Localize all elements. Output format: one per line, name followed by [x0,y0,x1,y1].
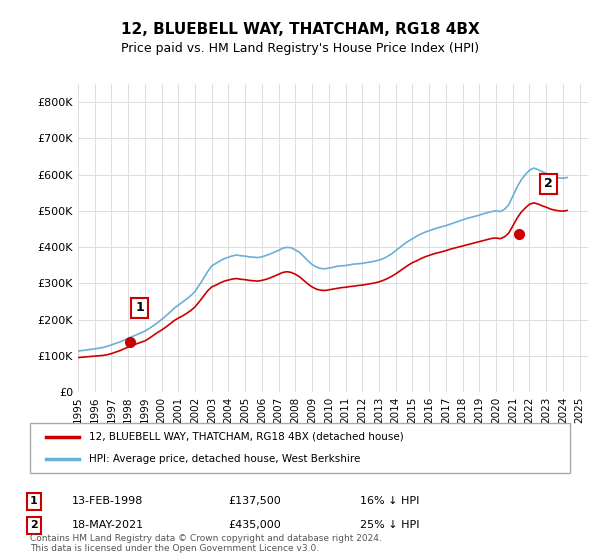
Text: 18-MAY-2021: 18-MAY-2021 [72,520,144,530]
Text: 16% ↓ HPI: 16% ↓ HPI [360,496,419,506]
FancyBboxPatch shape [30,423,570,473]
Text: 1: 1 [135,301,144,314]
Text: 2: 2 [30,520,38,530]
Text: 13-FEB-1998: 13-FEB-1998 [72,496,143,506]
Text: 12, BLUEBELL WAY, THATCHAM, RG18 4BX (detached house): 12, BLUEBELL WAY, THATCHAM, RG18 4BX (de… [89,432,404,442]
Text: 1: 1 [30,496,38,506]
Text: Contains HM Land Registry data © Crown copyright and database right 2024.
This d: Contains HM Land Registry data © Crown c… [30,534,382,553]
Text: HPI: Average price, detached house, West Berkshire: HPI: Average price, detached house, West… [89,454,361,464]
Text: £435,000: £435,000 [228,520,281,530]
Text: £137,500: £137,500 [228,496,281,506]
Text: 2: 2 [544,178,553,190]
Text: 25% ↓ HPI: 25% ↓ HPI [360,520,419,530]
Text: 12, BLUEBELL WAY, THATCHAM, RG18 4BX: 12, BLUEBELL WAY, THATCHAM, RG18 4BX [121,22,479,38]
Text: Price paid vs. HM Land Registry's House Price Index (HPI): Price paid vs. HM Land Registry's House … [121,42,479,55]
